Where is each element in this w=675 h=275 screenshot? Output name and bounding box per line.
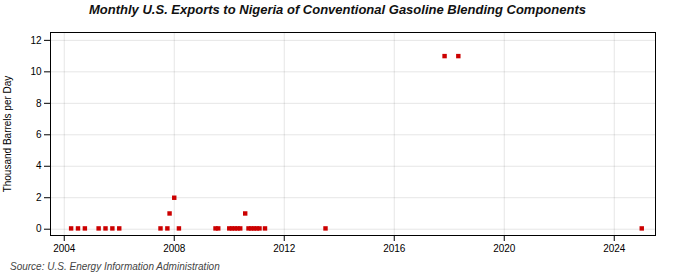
svg-text:0: 0 bbox=[36, 223, 42, 234]
svg-text:6: 6 bbox=[36, 129, 42, 140]
svg-text:8: 8 bbox=[36, 98, 42, 109]
svg-text:12: 12 bbox=[30, 35, 42, 46]
svg-text:2016: 2016 bbox=[383, 243, 406, 254]
svg-text:2: 2 bbox=[36, 192, 42, 203]
svg-text:2012: 2012 bbox=[273, 243, 296, 254]
svg-text:2008: 2008 bbox=[163, 243, 186, 254]
html-text:Monthly U.S. Exports to Nigeri: Monthly U.S. Exports to Nigeria of Conve… bbox=[89, 2, 586, 17]
svg-text:2004: 2004 bbox=[53, 243, 76, 254]
svg-text:2020: 2020 bbox=[493, 243, 516, 254]
svg-text:4: 4 bbox=[36, 160, 42, 171]
html-text:Source: U.S. Energy Informatio: Source: U.S. Energy Information Administ… bbox=[10, 261, 220, 272]
svg-text:10: 10 bbox=[30, 66, 42, 77]
svg-text:2024: 2024 bbox=[603, 243, 626, 254]
svg-text:Thousand Barrels per Day: Thousand Barrels per Day bbox=[2, 76, 13, 193]
